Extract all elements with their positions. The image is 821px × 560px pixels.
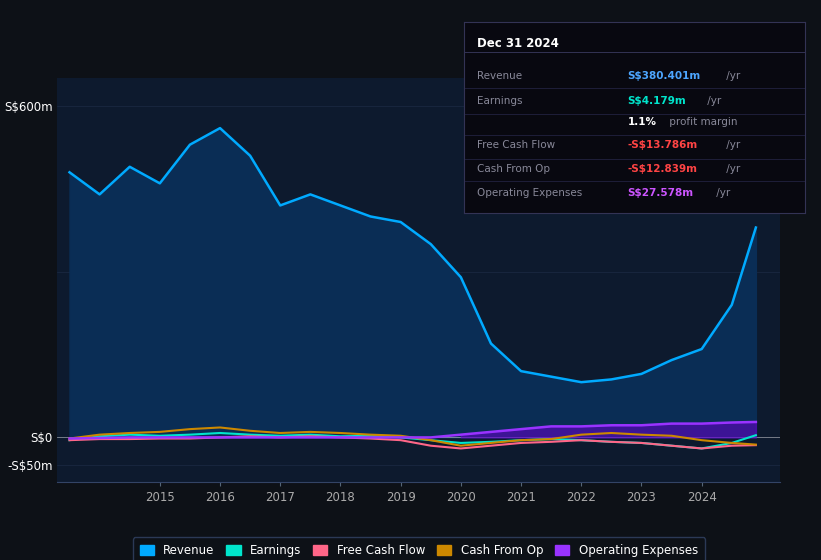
Text: profit margin: profit margin <box>666 118 737 127</box>
Text: 1.1%: 1.1% <box>627 118 657 127</box>
Text: /yr: /yr <box>722 164 740 174</box>
Text: /yr: /yr <box>713 188 731 198</box>
Text: S$27.578m: S$27.578m <box>627 188 694 198</box>
Text: Operating Expenses: Operating Expenses <box>478 188 583 198</box>
Text: Cash From Op: Cash From Op <box>478 164 551 174</box>
Text: S$380.401m: S$380.401m <box>627 71 700 81</box>
Text: -S$13.786m: -S$13.786m <box>627 140 698 150</box>
Legend: Revenue, Earnings, Free Cash Flow, Cash From Op, Operating Expenses: Revenue, Earnings, Free Cash Flow, Cash … <box>132 537 705 560</box>
Text: Revenue: Revenue <box>478 71 523 81</box>
Text: /yr: /yr <box>722 140 740 150</box>
Text: /yr: /yr <box>722 71 740 81</box>
Text: S$4.179m: S$4.179m <box>627 96 686 106</box>
Text: Dec 31 2024: Dec 31 2024 <box>478 36 559 50</box>
Text: Earnings: Earnings <box>478 96 523 106</box>
Text: -S$12.839m: -S$12.839m <box>627 164 697 174</box>
Text: Free Cash Flow: Free Cash Flow <box>478 140 556 150</box>
Text: /yr: /yr <box>704 96 721 106</box>
